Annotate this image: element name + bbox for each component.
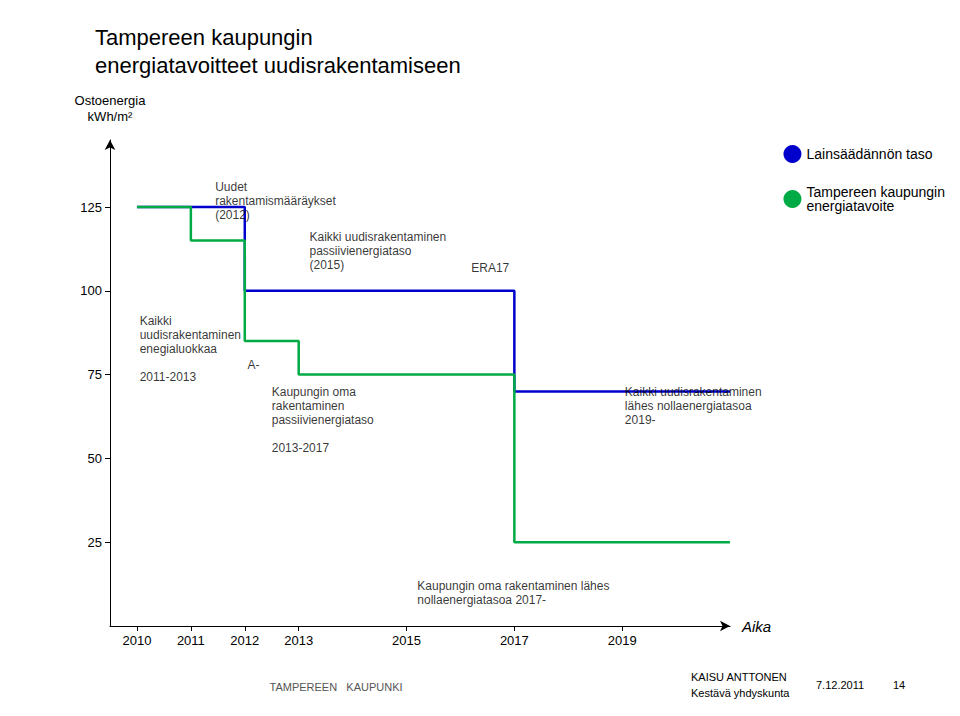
svg-text:ERA17: ERA17 bbox=[471, 261, 509, 275]
svg-text:energiatavoite: energiatavoite bbox=[806, 198, 894, 214]
svg-text:Kaikki uudisrakentaminen: Kaikki uudisrakentaminen bbox=[309, 230, 446, 244]
svg-text:25: 25 bbox=[88, 535, 102, 550]
svg-text:2013-2017: 2013-2017 bbox=[272, 441, 330, 455]
svg-text:uudisrakentaminen: uudisrakentaminen bbox=[140, 328, 241, 342]
svg-text:Uudet: Uudet bbox=[215, 180, 248, 194]
svg-text:2013: 2013 bbox=[284, 633, 313, 648]
svg-text:2012: 2012 bbox=[230, 633, 259, 648]
svg-text:kWh/m²: kWh/m² bbox=[88, 109, 133, 124]
svg-text:passiivienergiataso: passiivienergiataso bbox=[309, 244, 411, 258]
svg-text:2011-2013: 2011-2013 bbox=[140, 370, 197, 384]
svg-text:75: 75 bbox=[88, 367, 102, 382]
svg-text:Aika: Aika bbox=[741, 618, 771, 635]
svg-text:enegialuokkaa: enegialuokkaa bbox=[140, 342, 218, 356]
svg-text:passiivienergiataso: passiivienergiataso bbox=[272, 413, 374, 427]
svg-text:2011: 2011 bbox=[177, 633, 205, 648]
svg-text:Kaupungin oma rakentaminen läh: Kaupungin oma rakentaminen lähes bbox=[417, 579, 609, 593]
svg-text:KAISU ANTTONEN: KAISU ANTTONEN bbox=[691, 671, 787, 683]
svg-text:Kaikki: Kaikki bbox=[140, 314, 172, 328]
svg-text:A-: A- bbox=[247, 358, 259, 372]
svg-text:Kaikki uudisrakentaminen: Kaikki uudisrakentaminen bbox=[625, 385, 762, 399]
svg-text:Tampereen kaupungin: Tampereen kaupungin bbox=[806, 184, 945, 200]
svg-text:100: 100 bbox=[80, 283, 102, 298]
svg-text:14: 14 bbox=[893, 679, 905, 691]
svg-text:2010: 2010 bbox=[122, 633, 151, 648]
svg-text:Kaupungin oma: Kaupungin oma bbox=[272, 385, 356, 399]
svg-text:50: 50 bbox=[88, 451, 102, 466]
svg-text:rakentaminen: rakentaminen bbox=[272, 399, 345, 413]
svg-text:7.12.2011: 7.12.2011 bbox=[816, 679, 864, 691]
svg-text:2019-: 2019- bbox=[625, 413, 656, 427]
svg-text:nollaenergiatasoa 2017-: nollaenergiatasoa 2017- bbox=[417, 593, 546, 607]
svg-text:TAMPEREEN KAUPUNKI: TAMPEREEN KAUPUNKI bbox=[269, 681, 402, 693]
svg-text:125: 125 bbox=[80, 200, 102, 215]
svg-text:Lainsäädännön taso: Lainsäädännön taso bbox=[806, 146, 932, 162]
svg-text:2015: 2015 bbox=[392, 633, 421, 648]
svg-text:2019: 2019 bbox=[608, 633, 637, 648]
svg-text:2017: 2017 bbox=[500, 633, 529, 648]
svg-text:Kestävä yhdyskunta: Kestävä yhdyskunta bbox=[691, 687, 790, 699]
svg-text:rakentamismääräykset: rakentamismääräykset bbox=[215, 194, 336, 208]
svg-text:(2012): (2012) bbox=[215, 208, 250, 222]
svg-text:(2015): (2015) bbox=[309, 258, 344, 272]
svg-text:energiatavoitteet uudisrakenta: energiatavoitteet uudisrakentamiseen bbox=[95, 53, 461, 78]
svg-text:lähes nollaenergiatasoa: lähes nollaenergiatasoa bbox=[625, 399, 752, 413]
svg-text:Ostoenergia: Ostoenergia bbox=[75, 93, 147, 108]
svg-text:Tampereen kaupungin: Tampereen kaupungin bbox=[95, 25, 313, 50]
